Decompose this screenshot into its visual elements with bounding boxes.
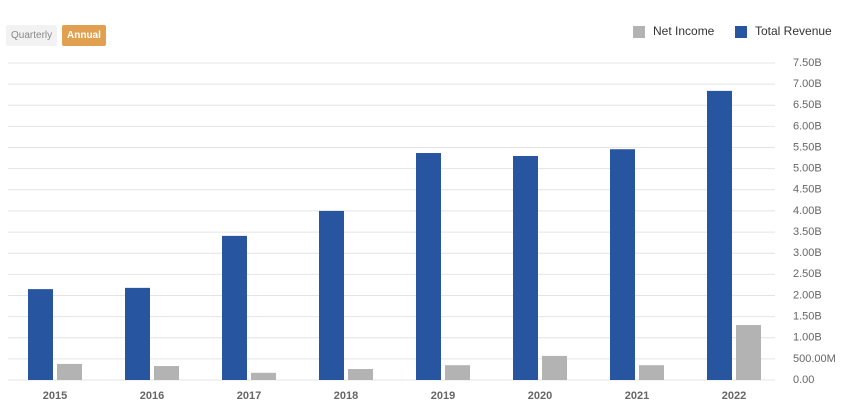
y-tick-label: 3.50B xyxy=(793,226,822,238)
bar xyxy=(707,90,732,381)
bar xyxy=(251,372,276,380)
x-tick-label: 2015 xyxy=(43,390,67,402)
x-tick-label: 2018 xyxy=(334,390,358,402)
legend-swatch xyxy=(735,26,747,38)
x-tick-label: 2022 xyxy=(722,390,746,402)
y-tick-label: 1.00B xyxy=(793,332,822,344)
bar xyxy=(416,153,441,380)
bar xyxy=(222,235,247,380)
y-tick-label: 5.50B xyxy=(793,141,822,153)
y-tick-label: 500.00M xyxy=(793,353,836,365)
y-tick-label: 5.00B xyxy=(793,163,822,175)
y-tick-label: 2.00B xyxy=(793,289,822,301)
bar xyxy=(610,149,635,380)
y-tick-label: 4.00B xyxy=(793,205,822,217)
x-tick-label: 2017 xyxy=(237,390,261,402)
period-button[interactable]: Annual xyxy=(62,25,106,46)
y-tick-label: 6.50B xyxy=(793,99,822,111)
legend-label: Net Income xyxy=(653,24,715,38)
bar xyxy=(57,363,82,380)
bar xyxy=(445,365,470,380)
bar xyxy=(542,355,567,380)
y-tick-label: 6.00B xyxy=(793,120,822,132)
bar xyxy=(639,365,664,380)
y-tick-label: 7.00B xyxy=(793,78,822,90)
y-tick-label: 2.50B xyxy=(793,268,822,280)
y-tick-label: 0.00 xyxy=(793,374,814,386)
y-tick-label: 3.00B xyxy=(793,247,822,259)
x-tick-label: 2021 xyxy=(625,390,649,402)
y-tick-label: 1.50B xyxy=(793,311,822,323)
y-tick-label: 7.50B xyxy=(793,57,822,69)
legend-swatch xyxy=(633,26,645,38)
bar xyxy=(348,369,373,380)
y-tick-label: 4.50B xyxy=(793,184,822,196)
legend-label: Total Revenue xyxy=(755,24,832,38)
bar xyxy=(125,287,150,380)
bar xyxy=(319,210,344,380)
x-tick-label: 2016 xyxy=(140,390,164,402)
bar xyxy=(513,155,538,380)
x-tick-label: 2020 xyxy=(528,390,552,402)
period-button[interactable]: Quarterly xyxy=(6,25,58,46)
x-tick-label: 2019 xyxy=(431,390,455,402)
bar xyxy=(28,289,53,380)
bar xyxy=(736,325,761,380)
bar xyxy=(154,366,179,380)
